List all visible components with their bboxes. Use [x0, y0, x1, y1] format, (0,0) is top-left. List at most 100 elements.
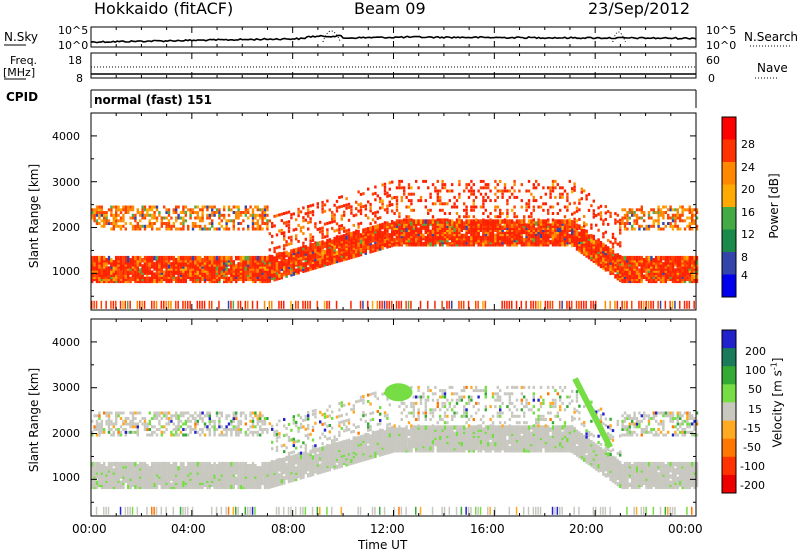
power-ytick-2000: 2000 — [52, 221, 80, 234]
power-cell — [100, 255, 103, 261]
power-cell — [129, 222, 132, 225]
velocity-cell — [136, 411, 139, 415]
velocity-cell — [134, 430, 137, 434]
power-cell — [458, 300, 460, 309]
velocity-cell — [115, 419, 118, 423]
power-cell — [355, 200, 358, 204]
power-cell — [527, 242, 531, 247]
power-cell — [194, 205, 197, 209]
velocity-cell — [225, 425, 228, 429]
power-cell — [254, 255, 257, 261]
power-cell — [494, 208, 497, 212]
power-cell — [242, 255, 245, 261]
power-cell — [352, 231, 355, 236]
velocity-cell — [112, 433, 115, 437]
power-cell — [105, 211, 108, 214]
vel-cbar-tick-neg200: -200 — [740, 479, 765, 492]
power-cell — [256, 255, 259, 261]
power-cell — [395, 186, 399, 190]
power-cell — [465, 215, 468, 219]
velocity-cell — [95, 480, 99, 485]
velocity-cell — [201, 468, 204, 473]
velocity-cell — [213, 425, 216, 429]
power-cell — [679, 219, 682, 223]
power-cell — [619, 228, 622, 232]
velocity-cell — [117, 484, 120, 490]
power-cell — [619, 241, 622, 245]
velocity-cell — [249, 425, 252, 429]
velocity-cell — [105, 466, 108, 471]
power-cell — [203, 224, 207, 228]
power-cell — [189, 300, 191, 309]
power-cell — [155, 255, 159, 261]
power-cell — [335, 228, 339, 232]
nsearch-label: N.Search — [744, 30, 799, 44]
velocity-cell — [203, 461, 207, 467]
power-cell — [357, 222, 360, 226]
power-cell — [175, 208, 178, 212]
power-cell — [657, 227, 660, 231]
power-cell — [194, 224, 197, 228]
velocity-cell — [206, 461, 209, 467]
power-cell — [628, 222, 631, 225]
power-cell — [520, 205, 523, 209]
power-cell — [299, 246, 303, 251]
power-cell — [379, 206, 382, 210]
power-cell — [321, 210, 324, 214]
power-cell — [297, 223, 300, 227]
velocity-cell — [151, 417, 154, 420]
velocity-cell — [165, 428, 168, 431]
power-cell — [146, 262, 149, 267]
power-cell — [331, 220, 334, 224]
velocity-cell — [199, 417, 202, 420]
power-cell — [530, 219, 533, 224]
velocity-cell — [208, 433, 211, 437]
power-cell — [256, 222, 259, 225]
power-cell — [347, 228, 351, 232]
power-cell — [643, 258, 646, 263]
velocity-cell — [230, 433, 233, 437]
power-cell — [499, 179, 502, 183]
power-cell — [479, 192, 483, 196]
power-cell — [263, 266, 267, 271]
power-cell — [247, 208, 250, 212]
power-cell — [256, 268, 259, 273]
power-cell — [124, 260, 127, 265]
velocity-cell — [237, 422, 240, 426]
velocity-cell — [175, 425, 178, 429]
power-cell — [496, 219, 499, 224]
nave-label: Nave — [757, 61, 788, 75]
velocity-cell — [153, 476, 156, 481]
power-cell — [650, 208, 653, 212]
velocity-cell — [110, 433, 113, 437]
power-cell — [165, 300, 167, 309]
power-cell — [115, 224, 118, 228]
power-cell — [232, 266, 235, 271]
power-cell — [220, 219, 223, 223]
power-cell — [494, 179, 497, 183]
power-cell — [208, 274, 211, 279]
power-cell — [148, 205, 151, 209]
power-cell — [412, 208, 415, 212]
power-cell — [547, 219, 550, 224]
power-cell — [436, 219, 439, 224]
velocity-cell — [105, 422, 108, 426]
power-cell — [136, 300, 139, 309]
power-cell — [597, 228, 600, 232]
power-cell — [583, 221, 586, 225]
power-cell — [251, 213, 255, 217]
power-cell — [631, 211, 634, 214]
power-cell — [652, 222, 655, 225]
power-cell — [487, 183, 490, 187]
power-cell — [650, 300, 652, 309]
power-cell — [379, 223, 382, 228]
power-cell — [542, 202, 545, 206]
power-cell — [523, 215, 526, 219]
power-cell — [261, 255, 264, 261]
power-cell — [91, 211, 94, 214]
power-cell — [359, 300, 362, 309]
power-cell — [513, 195, 516, 199]
power-cell — [551, 218, 555, 222]
velocity-cell — [182, 480, 185, 485]
power-cell — [95, 255, 99, 261]
